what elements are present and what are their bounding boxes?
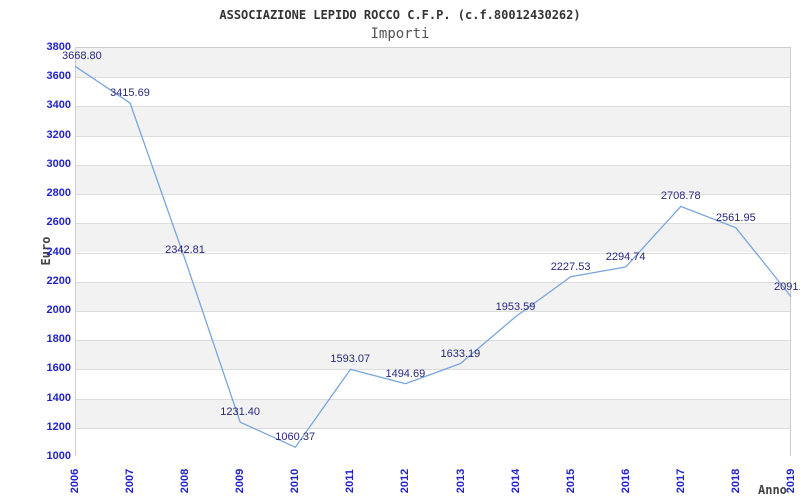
y-tick-label: 3600 xyxy=(46,70,71,83)
y-tick-label: 2600 xyxy=(46,216,71,229)
point-label: 3668.80 xyxy=(62,50,102,63)
grid-line xyxy=(76,427,790,429)
grid-band xyxy=(76,106,790,136)
x-tick-label: 2009 xyxy=(234,468,247,494)
y-tick-label: 1600 xyxy=(46,362,71,375)
grid-band xyxy=(76,340,790,370)
grid-band xyxy=(76,48,790,78)
x-tick-label: 2008 xyxy=(179,468,192,494)
x-tick-label: 2010 xyxy=(289,468,302,494)
grid-line xyxy=(76,310,790,312)
x-tick-label: 2017 xyxy=(674,468,687,494)
x-tick-label: 2015 xyxy=(564,468,577,494)
point-label: 1231.40 xyxy=(220,406,260,419)
y-tick-label: 2000 xyxy=(46,303,71,316)
point-label: 2227.53 xyxy=(550,260,591,273)
grid-band xyxy=(76,223,790,253)
point-label: 1060.37 xyxy=(275,431,316,444)
line-series-svg xyxy=(74,65,792,449)
point-label: 2561.95 xyxy=(715,211,756,224)
point-label: 2342.81 xyxy=(165,243,205,256)
y-tick-label: 1800 xyxy=(46,333,71,346)
point-label: 1494.69 xyxy=(385,367,426,380)
x-axis-title: Anno xyxy=(758,483,787,497)
grid-line xyxy=(76,194,790,196)
grid-line xyxy=(76,252,790,254)
x-tick-label: 2014 xyxy=(509,468,522,494)
point-label: 2708.78 xyxy=(660,190,701,203)
x-tick-label: 2018 xyxy=(729,468,742,494)
grid-band xyxy=(76,194,790,224)
y-tick-label: 3800 xyxy=(46,41,71,53)
x-tick-label: 2016 xyxy=(619,468,632,494)
y-tick-label: 1200 xyxy=(46,420,71,433)
point-label: 1633.19 xyxy=(440,347,481,360)
grid-line xyxy=(76,164,790,166)
y-tick-label: 1400 xyxy=(46,391,71,404)
chart-title: ASSOCIAZIONE LEPIDO ROCCO C.F.P. (c.f.80… xyxy=(219,8,581,22)
x-tick-label: 2006 xyxy=(69,468,81,494)
point-label: 1593.07 xyxy=(330,353,371,366)
data-line xyxy=(74,65,792,449)
y-tick-label: 2400 xyxy=(46,245,71,258)
grid-line xyxy=(76,223,790,225)
point-label: 3415.69 xyxy=(110,87,150,100)
grid-line xyxy=(76,369,790,371)
grid-band xyxy=(76,252,790,282)
y-tick-label: 2800 xyxy=(46,187,71,200)
grid-band xyxy=(76,135,790,165)
point-label: 2091.5 xyxy=(774,280,800,293)
x-tick-label: 2012 xyxy=(399,468,412,494)
y-tick-label: 2200 xyxy=(46,274,71,287)
grid-band xyxy=(76,310,790,341)
x-tick-label: 2011 xyxy=(344,469,357,493)
x-tick-label: 2013 xyxy=(454,468,467,494)
grid-line xyxy=(76,77,790,79)
point-label: 1953.59 xyxy=(495,300,536,313)
grid-line xyxy=(76,106,790,108)
grid-band xyxy=(76,164,790,195)
y-tick-label: 3200 xyxy=(46,128,71,141)
grid-line xyxy=(76,281,790,283)
grid-line xyxy=(76,135,790,137)
grid-line xyxy=(76,398,790,400)
grid-band xyxy=(76,398,790,428)
x-tick-label: 2007 xyxy=(124,468,137,494)
grid-line xyxy=(76,340,790,342)
y-tick-label: 1000 xyxy=(46,450,71,462)
y-tick-label: 3000 xyxy=(46,157,71,170)
grid-band xyxy=(76,281,790,311)
grid-band xyxy=(76,427,790,457)
grid-band xyxy=(76,77,790,107)
chart-subtitle: Importi xyxy=(370,26,430,42)
plot-area xyxy=(74,47,792,457)
y-tick-label: 3400 xyxy=(46,99,71,112)
point-label: 2294.74 xyxy=(605,250,646,263)
